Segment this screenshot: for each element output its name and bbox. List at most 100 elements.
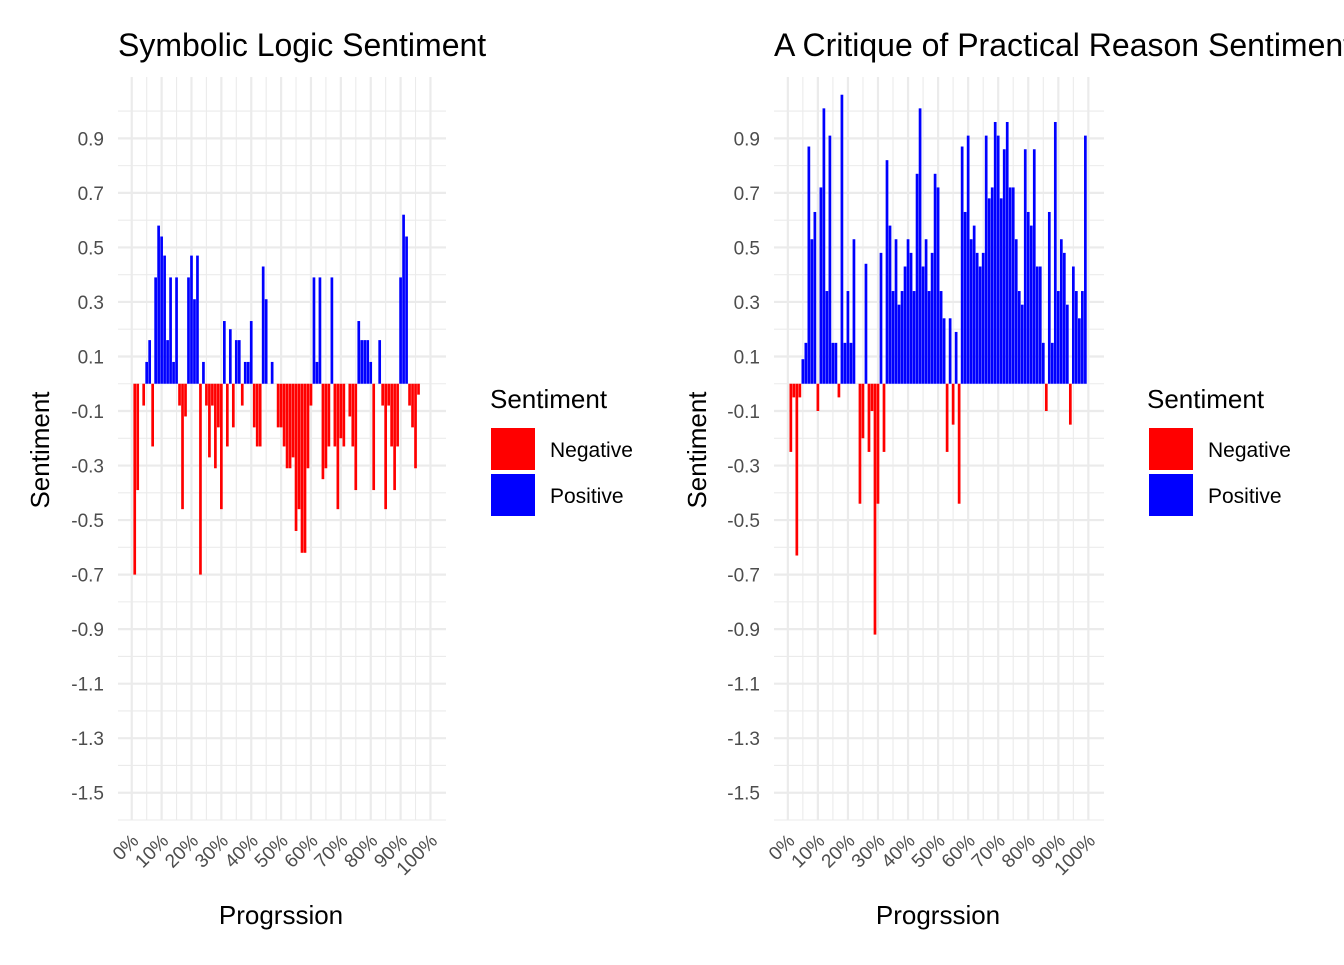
bar-negative xyxy=(951,383,955,425)
bar-positive xyxy=(843,342,847,384)
bar-negative xyxy=(336,383,340,510)
bar-negative xyxy=(208,383,211,458)
bar-negative xyxy=(792,383,796,398)
bar-positive xyxy=(1038,266,1042,384)
bar-positive xyxy=(894,239,898,384)
bar-positive xyxy=(804,342,808,384)
bar-negative xyxy=(1044,383,1048,412)
bar-negative xyxy=(181,383,184,510)
bar-negative xyxy=(133,383,137,575)
y-tick-label: -0.5 xyxy=(71,511,104,532)
bar-negative xyxy=(351,383,355,447)
bar-positive xyxy=(190,255,193,384)
bar-negative xyxy=(384,383,388,510)
bar-positive xyxy=(936,187,940,384)
bar-positive xyxy=(405,236,408,384)
bar-positive xyxy=(927,291,931,384)
bar-negative xyxy=(306,383,310,469)
bar-positive xyxy=(246,361,250,384)
bar-positive xyxy=(825,291,829,384)
legend-label-negative: Negative xyxy=(550,439,633,462)
bar-negative xyxy=(354,383,358,491)
bar-positive xyxy=(315,361,319,384)
y-tick-label: 0.1 xyxy=(734,347,760,368)
legend-label-negative: Negative xyxy=(1208,439,1291,462)
bar-positive xyxy=(972,225,976,384)
bar-positive xyxy=(1032,149,1036,384)
bar-positive xyxy=(169,277,172,384)
bar-positive xyxy=(801,359,805,384)
bar-negative xyxy=(252,383,256,428)
bar-negative xyxy=(151,383,154,447)
bar-positive xyxy=(813,211,817,384)
legend-key-negative xyxy=(1149,428,1193,470)
bar-positive xyxy=(261,266,265,384)
bar-positive xyxy=(960,146,964,384)
bar-positive xyxy=(933,173,937,384)
bar-negative xyxy=(282,383,286,447)
bar-positive xyxy=(228,329,232,384)
bar-positive xyxy=(993,121,997,384)
bar-positive xyxy=(1074,291,1078,384)
bar-negative xyxy=(309,383,313,406)
bar-positive xyxy=(249,321,253,384)
bar-positive xyxy=(175,277,178,384)
y-tick-label: -1.1 xyxy=(727,675,760,696)
bar-positive xyxy=(975,252,979,384)
bar-positive xyxy=(1020,304,1024,384)
bar-positive xyxy=(981,252,985,384)
legend-label-positive: Positive xyxy=(550,485,624,508)
y-tick-label: 0.3 xyxy=(734,293,760,314)
chart-title: Symbolic Logic Sentiment xyxy=(118,27,486,63)
bar-positive xyxy=(897,304,901,384)
bar-positive xyxy=(924,239,928,384)
bar-negative xyxy=(816,383,820,412)
bar-positive xyxy=(357,321,361,384)
bar-negative xyxy=(396,383,399,447)
bar-positive xyxy=(921,266,925,384)
bar-positive xyxy=(363,340,367,384)
bar-negative xyxy=(858,383,862,504)
bar-negative xyxy=(795,383,799,556)
bar-positive xyxy=(846,291,850,384)
bar-positive xyxy=(1065,304,1069,384)
bar-negative xyxy=(142,383,146,406)
bar-positive xyxy=(202,361,205,384)
legend: Sentiment Negative Positive xyxy=(1147,384,1291,516)
bar-positive xyxy=(366,340,370,384)
y-tick-labels: 0.9 0.7 0.5 0.3 0.1 -0.1 -0.3 -0.5 -0.7 -0.9 -1.1 -… xyxy=(71,129,104,804)
bar-negative xyxy=(837,383,841,398)
legend-label-positive: Positive xyxy=(1208,485,1282,508)
bar-positive xyxy=(879,252,883,384)
bar-negative xyxy=(1068,383,1072,425)
bar-positive xyxy=(270,361,274,384)
bar-negative xyxy=(178,383,181,406)
bar-positive xyxy=(954,331,958,384)
bar-positive xyxy=(999,198,1003,384)
bar-positive xyxy=(918,108,922,384)
bar-positive xyxy=(930,252,934,384)
legend-key-positive xyxy=(1149,474,1193,516)
bar-positive xyxy=(1017,291,1021,384)
bar-positive xyxy=(1081,291,1084,384)
bar-negative xyxy=(288,383,292,469)
bar-positive xyxy=(237,340,241,384)
bar-positive xyxy=(1056,291,1060,384)
bar-positive xyxy=(166,340,169,384)
bar-positive xyxy=(1011,187,1015,384)
y-tick-label: -1.3 xyxy=(71,729,104,750)
bar-positive xyxy=(234,340,238,384)
bar-positive xyxy=(840,94,844,384)
y-tick-label: -0.9 xyxy=(727,620,760,641)
bar-positive xyxy=(990,187,994,384)
bar-positive xyxy=(978,266,982,384)
bar-positive xyxy=(885,160,889,384)
bar-positive xyxy=(903,266,907,384)
bar-positive xyxy=(1041,342,1045,384)
bar-negative xyxy=(882,383,886,452)
bar-positive xyxy=(330,277,334,384)
bar-negative xyxy=(870,383,874,412)
bar-negative xyxy=(211,383,214,406)
bar-positive xyxy=(987,198,991,384)
bar-positive xyxy=(966,135,970,384)
